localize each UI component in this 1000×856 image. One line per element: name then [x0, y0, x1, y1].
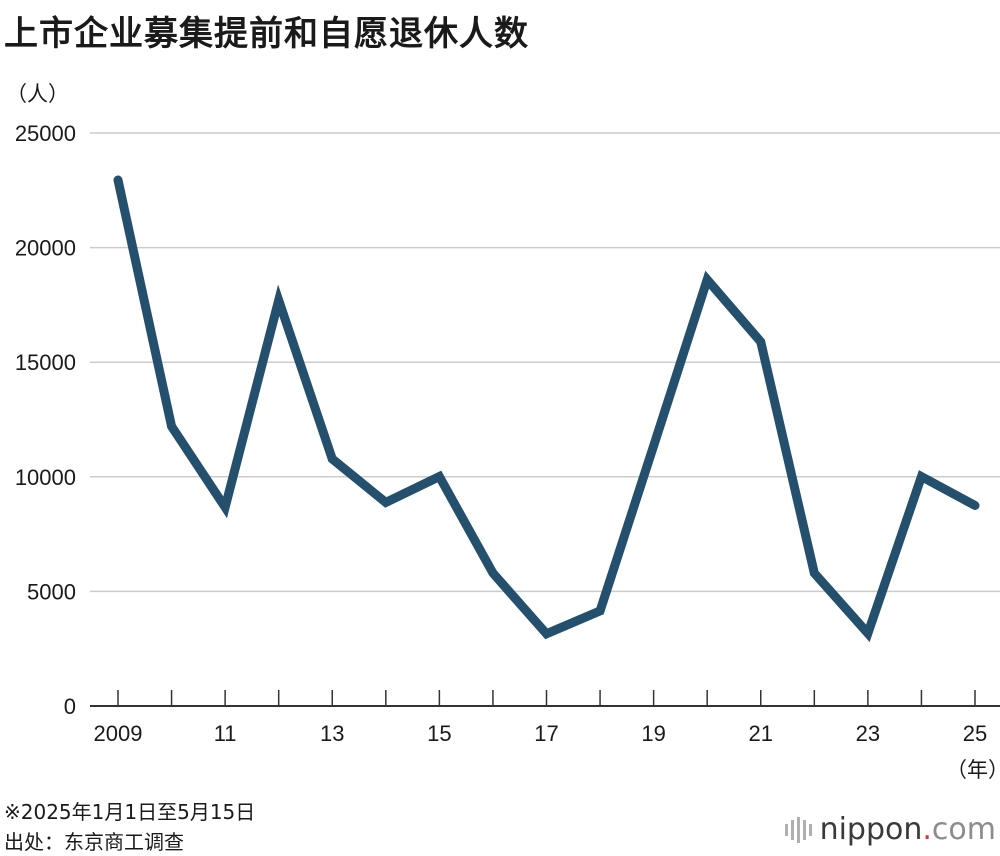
logo-name: nippon: [819, 812, 923, 847]
x-axis-ticks: 2009 11 13 15 17 19 21 23 25: [94, 690, 987, 746]
x-tick-label: 23: [856, 721, 880, 746]
y-tick-labels: 0 5000 10000 15000 20000 25000: [15, 121, 76, 719]
series-layer: [113, 175, 980, 643]
x-tick-label: 19: [641, 721, 665, 746]
nippon-logo[interactable]: nippon. com: [784, 812, 996, 847]
source-note: 出处：东京商工调查: [4, 830, 184, 854]
y-tick-label: 15000: [15, 350, 76, 375]
y-tick-label: 10000: [15, 465, 76, 490]
y-tick-label: 5000: [27, 579, 76, 604]
x-tick-label: 15: [427, 721, 451, 746]
chart-title: 上市企业募集提前和自愿退休人数: [4, 14, 529, 54]
x-tick-label: 21: [749, 721, 773, 746]
period-note: ※2025年1月1日至5月15日: [4, 800, 256, 824]
y-axis-unit: （人）: [6, 82, 69, 106]
logo-suffix: com: [931, 812, 996, 847]
x-tick-label: 2009: [94, 721, 143, 746]
logo-dot: .: [922, 812, 932, 847]
y-tick-label: 20000: [15, 236, 76, 261]
logo-bars-icon: [784, 816, 812, 843]
grid-lines: [90, 132, 1000, 707]
x-axis-unit: （年）: [946, 758, 1000, 782]
x-tick-label: 11: [214, 721, 237, 746]
x-tick-label: 17: [534, 721, 558, 746]
x-tick-label: 25: [963, 721, 987, 746]
y-tick-label: 0: [64, 694, 76, 719]
y-tick-label: 25000: [15, 121, 76, 146]
x-tick-label: 13: [320, 721, 344, 746]
